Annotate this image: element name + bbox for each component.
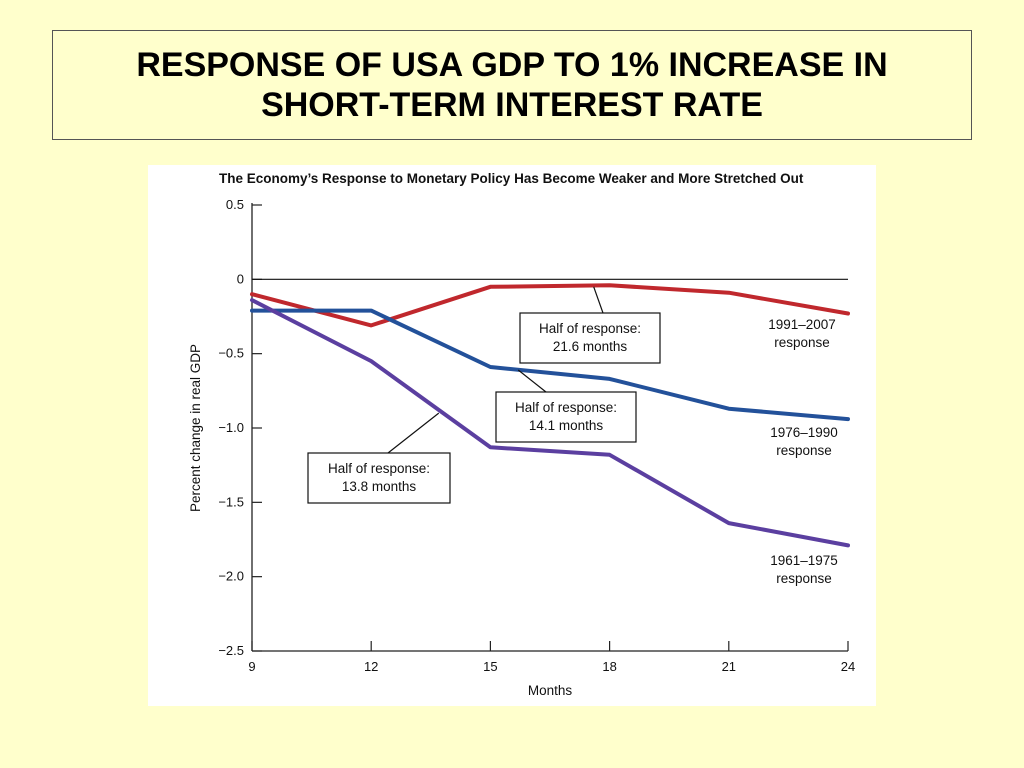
x-tick-label: 9 [248, 659, 255, 674]
annotation-box-2 [495, 391, 637, 443]
y-tick-label: −2.0 [218, 569, 244, 584]
line-chart: The Economy’s Response to Monetary Polic… [188, 171, 855, 698]
slide-title-line-1: RESPONSE OF USA GDP TO 1% INCREASE IN [136, 46, 888, 84]
x-axis-label: Months [528, 683, 573, 698]
annotation-text-3: Half of response: [328, 461, 430, 476]
annotation-text-2: Half of response: [515, 400, 617, 415]
y-tick-label: 0 [237, 271, 244, 286]
y-tick-label: −0.5 [218, 346, 244, 361]
slide-title-line-2: SHORT-TERM INTEREST RATE [261, 86, 763, 124]
annotation-leader-3 [387, 412, 440, 454]
y-tick-label: −1.5 [218, 494, 244, 509]
annotation-box-3 [307, 452, 451, 504]
x-tick-label: 15 [483, 659, 497, 674]
y-tick-label: −2.5 [218, 643, 244, 658]
annotation-leader-1 [593, 286, 604, 314]
series-label-3-sub: response [776, 571, 832, 586]
x-tick-label: 12 [364, 659, 378, 674]
annotation-leader-2 [517, 369, 547, 393]
series-line-2 [250, 308, 850, 422]
series-label-2-sub: response [776, 443, 832, 458]
series-label-1-sub: response [774, 335, 830, 350]
chart-panel: The Economy’s Response to Monetary Polic… [148, 165, 876, 706]
annotation-value-2: 14.1 months [529, 418, 604, 433]
x-tick-label: 18 [602, 659, 616, 674]
annotation-box-1 [519, 312, 661, 364]
series-line-3 [250, 298, 850, 548]
x-tick-label: 21 [722, 659, 736, 674]
series-line-1 [250, 283, 850, 328]
y-tick-label: 0.5 [226, 197, 244, 212]
chart-title: The Economy’s Response to Monetary Polic… [219, 171, 804, 186]
annotation-value-1: 21.6 months [553, 339, 628, 354]
series-label-1: 1991–2007 [768, 317, 836, 332]
y-axis-label: Percent change in real GDP [188, 344, 203, 512]
x-tick-label: 24 [841, 659, 855, 674]
y-tick-label: −1.0 [218, 420, 244, 435]
annotation-text-1: Half of response: [539, 321, 641, 336]
slide-title-box: RESPONSE OF USA GDP TO 1% INCREASE IN SH… [52, 30, 972, 140]
annotation-value-3: 13.8 months [342, 479, 417, 494]
series-label-2: 1976–1990 [770, 425, 838, 440]
slide-title: RESPONSE OF USA GDP TO 1% INCREASE IN SH… [136, 45, 887, 125]
series-label-3: 1961–1975 [770, 553, 838, 568]
